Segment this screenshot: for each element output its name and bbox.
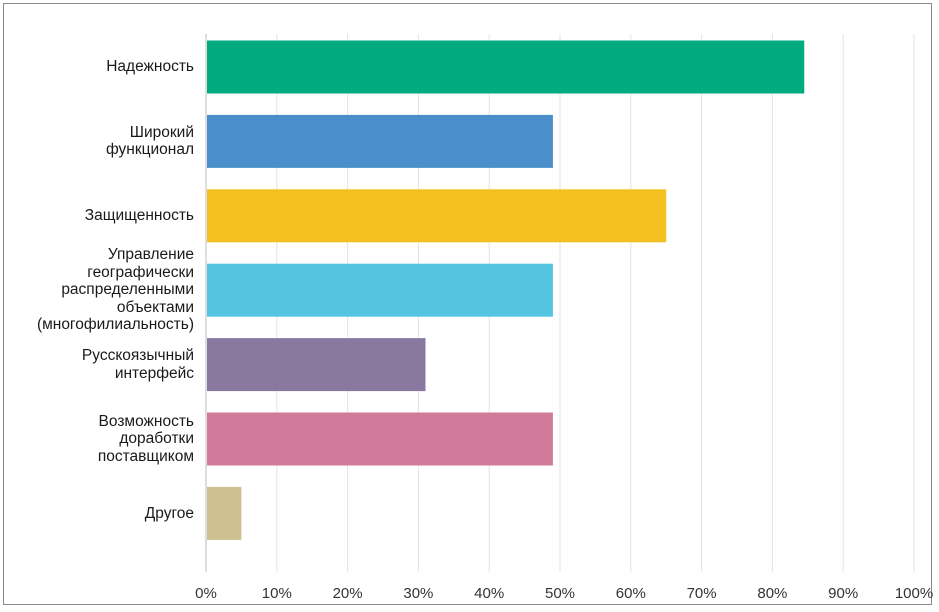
category-label: Надежность [4,58,194,76]
category-label-line: объектами [116,298,194,316]
category-label: Защищенность [4,207,194,225]
category-label-line: интерфейс [114,364,194,382]
category-label-line: распределенными [61,281,194,299]
bar [207,412,553,466]
category-label-line: доработки [119,430,194,448]
chart-frame: 0% 10% 20% 30% 40% 50% 60% 70% 80% 90% 100% Надежн… [3,3,933,605]
x-tick-label: 60% [616,585,646,602]
category-label: Управление географически распределенными об… [4,246,194,334]
category-label-line: функционал [105,141,194,159]
bar [207,263,553,317]
x-tick-label: 90% [828,585,858,602]
bar [207,40,805,94]
bar [207,114,553,168]
bar [207,338,426,392]
category-label: Возможность доработки поставщиком [4,413,194,466]
bars [207,40,805,540]
category-label-line: Надежность [106,58,194,76]
bar [207,189,667,243]
category-label: Русскоязычный интерфейс [4,347,194,382]
category-label-line: (многофилиальность) [36,316,194,334]
x-tick-label: 80% [757,585,787,602]
category-label: Широкий функционал [4,124,194,159]
bar [207,486,242,540]
x-tick-label: 70% [687,585,717,602]
x-axis-ticks: 0% 10% 20% 30% 40% 50% 60% 70% 80% 90% 100% [195,585,933,602]
x-tick-label: 40% [474,585,504,602]
category-label-line: географически [87,263,194,281]
category-label-line: Русскоязычный [81,347,194,365]
category-label-line: Другое [144,504,194,522]
x-tick-label: 50% [545,585,575,602]
category-label-line: Возможность [98,412,194,430]
x-tick-label: 100% [895,585,933,602]
category-label-line: Широкий [129,123,194,141]
category-label-line: поставщиком [97,447,194,465]
category-label-line: Защищенность [84,207,194,225]
category-label-line: Управление [107,246,194,264]
x-tick-label: 20% [333,585,363,602]
bar-chart: 0% 10% 20% 30% 40% 50% 60% 70% 80% 90% 100% [195,34,933,602]
x-tick-label: 0% [195,585,217,602]
x-tick-label: 30% [403,585,433,602]
x-tick-label: 10% [262,585,292,602]
category-label: Другое [4,505,194,523]
